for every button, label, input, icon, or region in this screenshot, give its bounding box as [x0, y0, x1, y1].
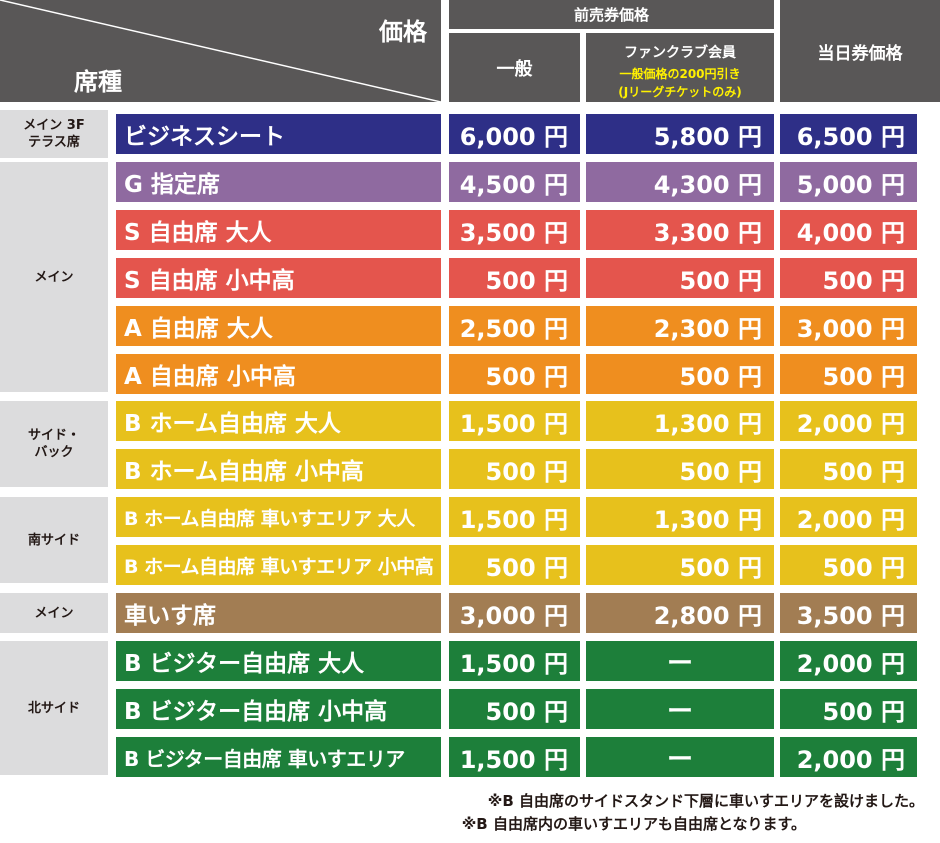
advance-price-header: 前売券価格 — [449, 0, 774, 29]
price-fanclub: 500 円 — [586, 354, 774, 394]
price-fanclub: 4,300 円 — [586, 162, 774, 202]
price-fanclub: 2,300 円 — [586, 306, 774, 346]
price-fanclub: 500 円 — [586, 545, 774, 585]
price-sameday: 6,500 円 — [780, 114, 917, 154]
footnote-free-seating: ※B 自由席内の車いすエリアも自由席となります。 — [461, 815, 806, 833]
seat-b-home-wheelchair-adult: B ホーム自由席 車いすエリア 大人 — [116, 497, 441, 537]
price-header-label: 価格 — [379, 18, 427, 46]
price-sameday: 500 円 — [780, 449, 917, 489]
price-general: 6,000 円 — [449, 114, 580, 154]
zone-main-wheelchair: メイン — [0, 593, 108, 633]
price-sameday: 500 円 — [780, 354, 917, 394]
price-general: 500 円 — [449, 545, 580, 585]
sameday-price-label: 当日券価格 — [817, 43, 903, 64]
fanclub-jleague-note: (Jリーグチケットのみ) — [618, 85, 742, 99]
footnote-wheelchair-area: ※B 自由席のサイドスタンド下層に車いすエリアを設けました。 — [487, 792, 924, 810]
general-price-label: 一般 — [496, 58, 533, 80]
advance-price-label: 前売券価格 — [573, 6, 649, 24]
seat-a-youth: A 自由席 小中高 — [116, 354, 441, 394]
seat-b-home-youth: B ホーム自由席 小中高 — [116, 449, 441, 489]
price-sameday: 2,000 円 — [780, 401, 917, 441]
price-general: 2,500 円 — [449, 306, 580, 346]
price-general: 1,500 円 — [449, 737, 580, 777]
seat-a-adult: A 自由席 大人 — [116, 306, 441, 346]
price-sameday: 3,000 円 — [780, 306, 917, 346]
seat-type-header-label: 席種 — [74, 68, 122, 96]
price-fanclub: 500 円 — [586, 449, 774, 489]
fanclub-price-header: ファンクラブ会員 一般価格の200円引き (Jリーグチケットのみ) — [586, 33, 774, 102]
price-fanclub: 2,800 円 — [586, 593, 774, 633]
seat-g-reserved: G 指定席 — [116, 162, 441, 202]
zone-north-side: 北サイド — [0, 641, 108, 775]
price-sameday: 3,500 円 — [780, 593, 917, 633]
seat-s-youth: S 自由席 小中高 — [116, 258, 441, 298]
price-sameday: 2,000 円 — [780, 641, 917, 681]
seat-b-home-wheelchair-youth: B ホーム自由席 車いすエリア 小中高 — [116, 545, 441, 585]
seat-b-visitor-wheelchair: B ビジター自由席 車いすエリア — [116, 737, 441, 777]
price-sameday: 500 円 — [780, 689, 917, 729]
general-price-header: 一般 — [449, 33, 580, 102]
price-fanclub: 500 円 — [586, 258, 774, 298]
fanclub-label: ファンクラブ会員 — [624, 45, 736, 61]
price-sameday: 2,000 円 — [780, 737, 917, 777]
price-general: 4,500 円 — [449, 162, 580, 202]
price-fanclub: 1,300 円 — [586, 401, 774, 441]
seat-business: ビジネスシート — [116, 114, 441, 154]
zone-main-3f-terrace: メイン 3F テラス席 — [0, 110, 108, 158]
zone-side-back: サイド・ バック — [0, 401, 108, 487]
zone-main: メイン — [0, 162, 108, 392]
price-general: 1,500 円 — [449, 497, 580, 537]
price-fanclub-unavailable: ー — [586, 641, 774, 681]
seat-b-visitor-adult: B ビジター自由席 大人 — [116, 641, 441, 681]
price-general: 1,500 円 — [449, 401, 580, 441]
seat-s-adult: S 自由席 大人 — [116, 210, 441, 250]
price-general: 3,000 円 — [449, 593, 580, 633]
header-corner-cell: 価格 席種 — [0, 0, 441, 102]
zone-south-side: 南サイド — [0, 497, 108, 583]
price-fanclub: 1,300 円 — [586, 497, 774, 537]
price-general: 500 円 — [449, 689, 580, 729]
price-fanclub: 5,800 円 — [586, 114, 774, 154]
sameday-price-header: 当日券価格 — [780, 0, 940, 102]
price-sameday: 500 円 — [780, 258, 917, 298]
price-fanclub-unavailable: ー — [586, 689, 774, 729]
price-fanclub: 3,300 円 — [586, 210, 774, 250]
price-fanclub-unavailable: ー — [586, 737, 774, 777]
seat-wheelchair: 車いす席 — [116, 593, 441, 633]
fanclub-discount-note: 一般価格の200円引き — [619, 67, 741, 81]
seat-b-visitor-youth: B ビジター自由席 小中高 — [116, 689, 441, 729]
price-general: 3,500 円 — [449, 210, 580, 250]
price-sameday: 5,000 円 — [780, 162, 917, 202]
price-sameday: 4,000 円 — [780, 210, 917, 250]
price-general: 1,500 円 — [449, 641, 580, 681]
price-general: 500 円 — [449, 258, 580, 298]
seat-b-home-adult: B ホーム自由席 大人 — [116, 401, 441, 441]
price-sameday: 500 円 — [780, 545, 917, 585]
price-general: 500 円 — [449, 449, 580, 489]
price-sameday: 2,000 円 — [780, 497, 917, 537]
price-general: 500 円 — [449, 354, 580, 394]
diagonal-divider — [0, 0, 441, 102]
